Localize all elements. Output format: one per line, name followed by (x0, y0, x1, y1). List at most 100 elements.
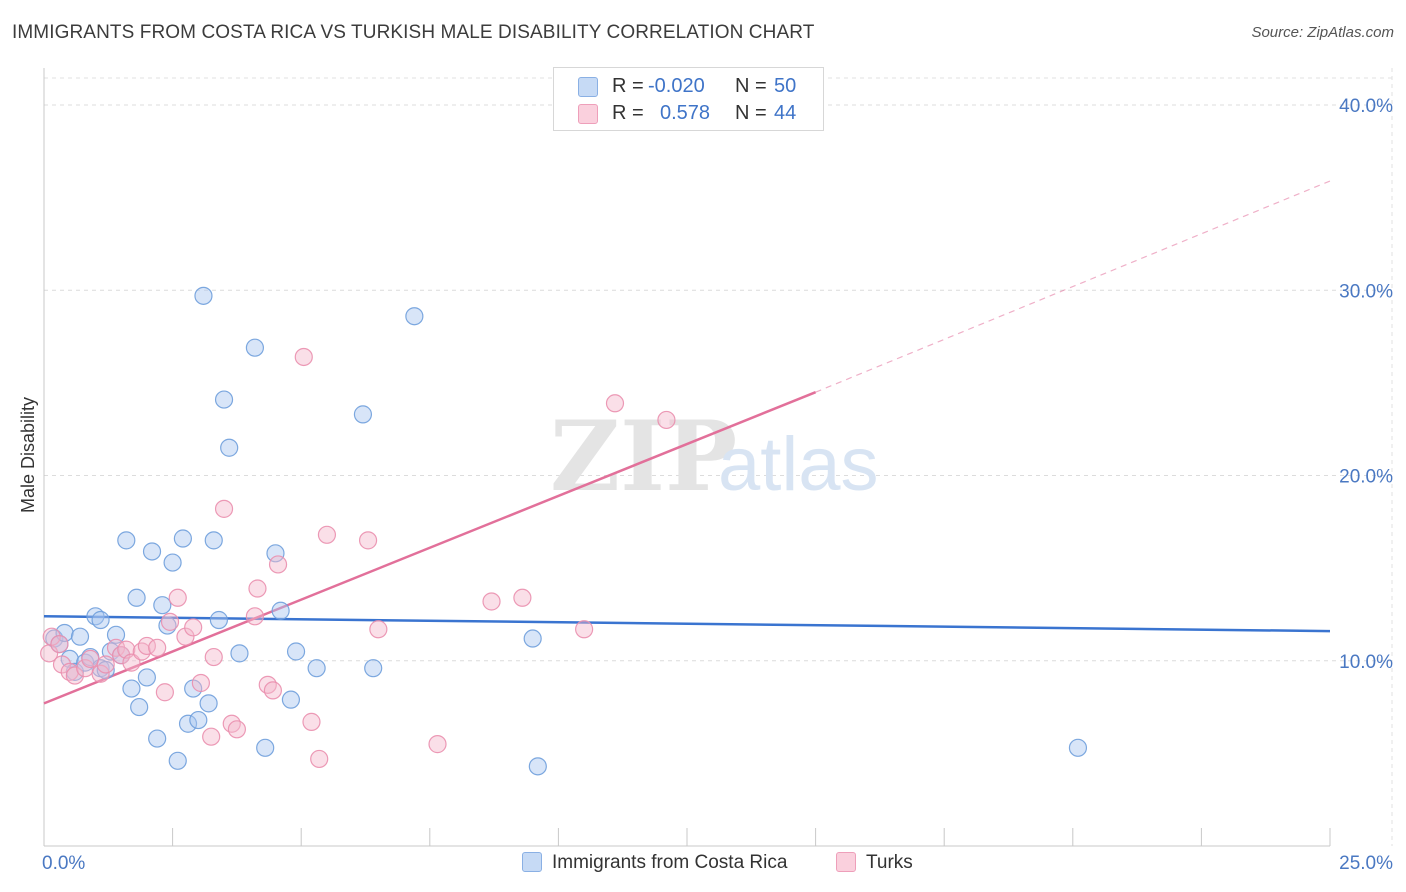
watermark: ZIP atlas (550, 400, 879, 513)
bottom-legend-turks: Turks (836, 852, 913, 874)
axes-layer: 10.0% 20.0% 30.0% 40.0% 0.0% 25.0% (42, 68, 1393, 874)
point-turks (575, 620, 594, 639)
point-turks (204, 647, 223, 667)
bottom-legend-swatch-turks (836, 852, 856, 872)
point-turks (222, 714, 241, 733)
bottom-legend-costa-rica: Immigrants from Costa Rica (522, 852, 787, 874)
point-turks (482, 592, 501, 611)
point-costa-rica (189, 710, 208, 730)
point-costa-rica (204, 531, 223, 550)
point-costa-rica (153, 596, 172, 615)
point-turks (81, 649, 100, 669)
point-turks (358, 531, 378, 550)
point-turks (176, 627, 195, 646)
point-costa-rica (163, 553, 182, 572)
point-turks (214, 499, 234, 518)
legend-n-value: 44 (774, 102, 797, 124)
watermark-zip: ZIP (550, 400, 737, 513)
source-label: Source: ZipAtlas.com (1251, 24, 1394, 41)
point-turks (248, 579, 267, 598)
trend-line-turks (43, 391, 817, 705)
y-axis-label: Male Disability (18, 397, 38, 513)
legend-r-value: -0.020 (648, 75, 705, 97)
point-turks (227, 720, 246, 739)
bottom-legend-label-turks: Turks (866, 852, 913, 873)
point-costa-rica (230, 644, 249, 663)
point-turks (310, 749, 329, 769)
point-costa-rica (286, 642, 306, 661)
point-costa-rica (266, 544, 285, 563)
trend-line-costa-rica (43, 615, 1331, 633)
point-costa-rica (137, 668, 156, 687)
point-costa-rica (142, 542, 162, 561)
point-turks (268, 555, 288, 574)
y-tick-label: 30.0% (1339, 281, 1393, 302)
trend-lines (43, 180, 1331, 705)
point-turks (369, 620, 388, 639)
point-turks (91, 664, 110, 683)
legend-n-label: N = (735, 102, 767, 124)
point-costa-rica (353, 405, 373, 424)
y-tick-label: 40.0% (1339, 96, 1393, 117)
point-costa-rica (209, 610, 228, 630)
point-costa-rica (178, 714, 198, 733)
point-turks (317, 525, 337, 544)
point-costa-rica (214, 390, 234, 409)
point-costa-rica (122, 679, 141, 698)
point-turks (302, 712, 321, 731)
legend-swatch-costa-rica (578, 77, 598, 97)
point-turks (155, 683, 174, 702)
legend-n-label: N = (735, 75, 767, 97)
bottom-legend-swatch-costa-rica (522, 852, 542, 872)
point-turks (52, 655, 72, 674)
x-tick-label: 0.0% (42, 853, 85, 874)
y-tick-label: 20.0% (1339, 467, 1393, 488)
point-costa-rica (405, 307, 424, 326)
watermark-atlas: atlas (718, 422, 879, 507)
point-costa-rica (528, 757, 547, 776)
point-turks (294, 347, 313, 367)
point-costa-rica (364, 659, 383, 678)
point-turks (263, 681, 283, 700)
point-costa-rica (173, 529, 192, 548)
legend-r-label: R = (612, 75, 644, 97)
x-tick-label: 25.0% (1339, 853, 1393, 874)
legend-r-label: R = (612, 102, 644, 124)
point-turks (184, 618, 203, 637)
points-layer (40, 286, 1088, 776)
point-costa-rica (91, 610, 110, 630)
point-costa-rica (127, 588, 146, 607)
point-turks (258, 675, 277, 694)
point-costa-rica (168, 751, 187, 770)
point-turks (50, 634, 69, 654)
point-turks (148, 638, 167, 657)
point-costa-rica (130, 697, 149, 717)
legend-swatch-turks (578, 104, 598, 124)
y-tick-label: 10.0% (1339, 652, 1393, 673)
point-costa-rica (281, 690, 301, 709)
point-turks (513, 588, 532, 607)
point-costa-rica (1068, 738, 1088, 757)
point-costa-rica (523, 629, 542, 648)
point-costa-rica (70, 627, 90, 646)
point-turks (132, 642, 151, 661)
legend-n-value: 50 (774, 75, 797, 97)
point-turks (657, 410, 676, 430)
point-turks (428, 735, 447, 754)
point-turks (191, 673, 210, 693)
point-costa-rica (148, 729, 167, 748)
point-costa-rica (220, 438, 239, 457)
point-turks (168, 588, 187, 607)
point-costa-rica (117, 531, 136, 550)
chart-title: IMMIGRANTS FROM COSTA RICA VS TURKISH MA… (12, 22, 815, 43)
point-turks (42, 627, 61, 646)
point-turks (65, 666, 84, 685)
point-turks (122, 653, 141, 672)
point-turks (112, 646, 131, 665)
legend-r-value: 0.578 (660, 102, 711, 124)
point-turks (605, 394, 625, 413)
trend-line-turks-extension (815, 180, 1331, 393)
point-costa-rica (199, 694, 218, 713)
point-turks (96, 655, 115, 674)
point-costa-rica (256, 738, 275, 757)
